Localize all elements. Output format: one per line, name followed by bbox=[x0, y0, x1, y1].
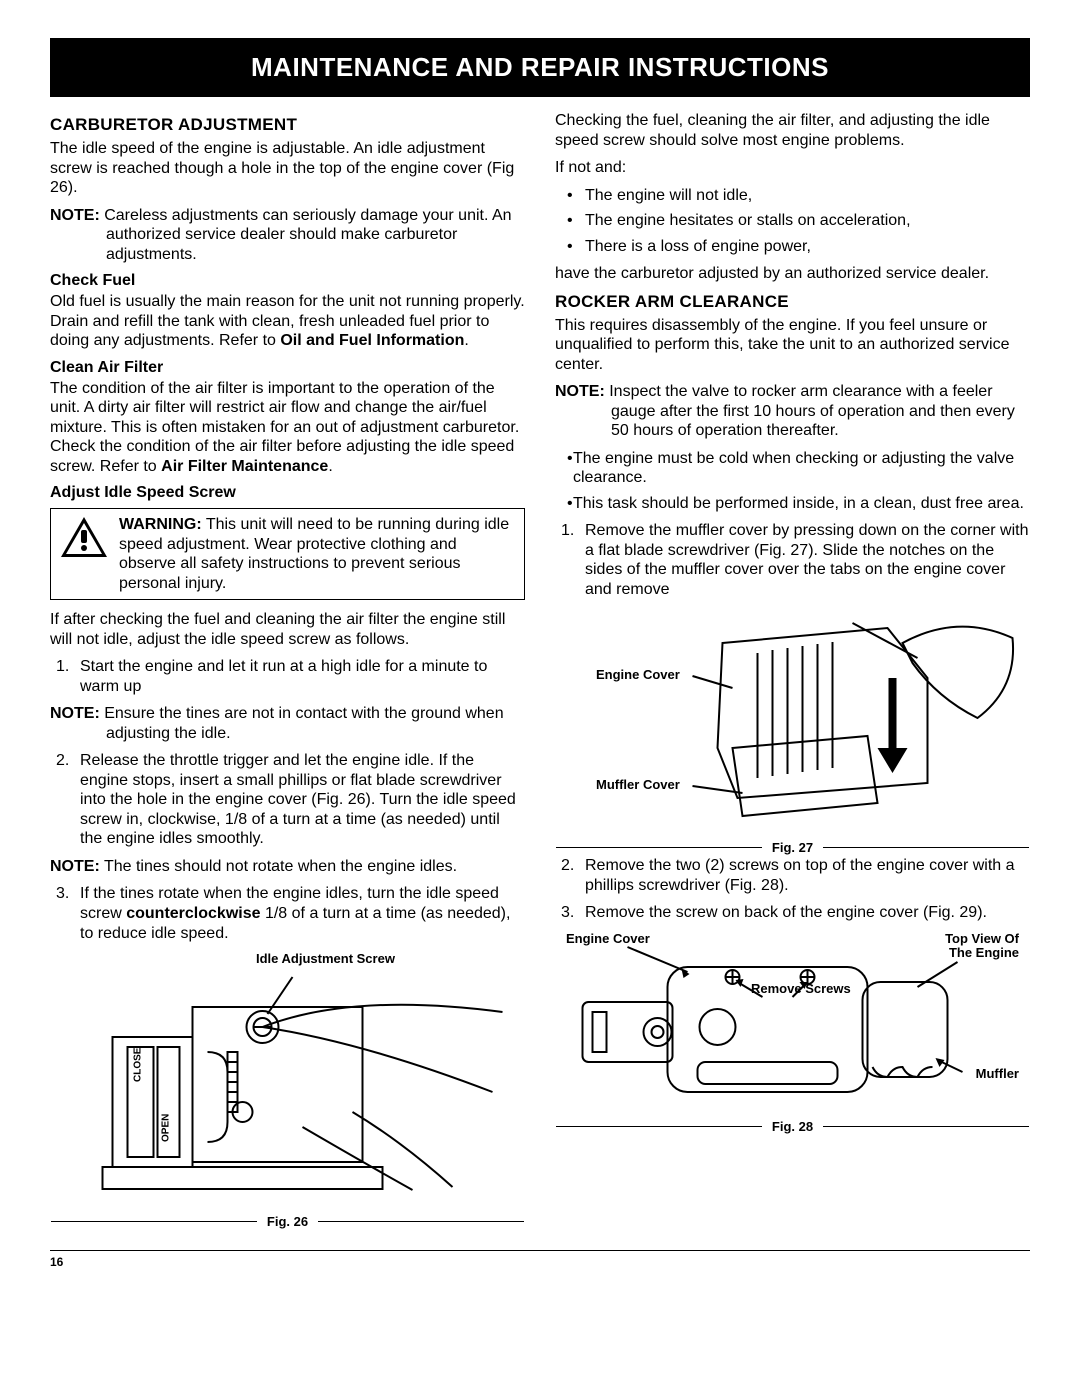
check-fuel-text: Old fuel is usually the main reason for … bbox=[50, 292, 525, 351]
adjust-steps: Start the engine and let it run at a hig… bbox=[50, 657, 525, 696]
right-intro: Checking the fuel, cleaning the air filt… bbox=[555, 111, 1030, 150]
bullet-power-loss: There is a loss of engine power, bbox=[555, 237, 1030, 257]
heading-rocker-arm: ROCKER ARM CLEARANCE bbox=[555, 292, 1030, 312]
rocker-bullet-inside: This task should be performed inside, in… bbox=[555, 494, 1030, 514]
warning-text: WARNING: This unit will need to be runni… bbox=[119, 515, 516, 593]
bullet-hesitates: The engine hesitates or stalls on accele… bbox=[555, 211, 1030, 231]
fig28-label-top-view: Top View Of The Engine bbox=[919, 932, 1019, 961]
fig28-label-remove-screws: Remove Screws bbox=[751, 982, 851, 996]
carb-intro-text: The idle speed of the engine is adjustab… bbox=[50, 139, 525, 198]
figure-26: Idle Adjustment Screw CLOSE OPEN bbox=[50, 951, 525, 1230]
step-3: If the tines rotate when the engine idle… bbox=[50, 884, 525, 943]
rocker-step-3: Remove the screw on back of the engine c… bbox=[555, 903, 1030, 923]
subhead-adjust-idle: Adjust Idle Speed Screw bbox=[50, 484, 525, 502]
warning-box: WARNING: This unit will need to be runni… bbox=[50, 508, 525, 600]
adjust-steps-2: Release the throttle trigger and let the… bbox=[50, 751, 525, 849]
fig26-caption-row: Fig. 26 bbox=[51, 1214, 524, 1229]
adjust-steps-3: If the tines rotate when the engine idle… bbox=[50, 884, 525, 943]
header-banner: MAINTENANCE AND REPAIR INSTRUCTIONS bbox=[50, 38, 1030, 97]
clean-air-text: The condition of the air filter is impor… bbox=[50, 379, 525, 477]
rocker-steps-cont: Remove the two (2) screws on top of the … bbox=[555, 856, 1030, 923]
bullet-not-idle: The engine will not idle, bbox=[555, 186, 1030, 206]
two-column-layout: CARBURETOR ADJUSTMENT The idle speed of … bbox=[50, 111, 1030, 1230]
rocker-intro: This requires disassembly of the engine.… bbox=[555, 316, 1030, 375]
step-1: Start the engine and let it run at a hig… bbox=[50, 657, 525, 696]
rocker-steps: Remove the muffler cover by pressing dow… bbox=[555, 521, 1030, 599]
fig26-illustration: CLOSE OPEN bbox=[51, 952, 524, 1202]
note-tines-rotate: NOTE: The tines should not rotate when t… bbox=[50, 857, 525, 877]
step-2: Release the throttle trigger and let the… bbox=[50, 751, 525, 849]
figure-27: Engine Cover Muffler Cover bbox=[555, 607, 1030, 856]
figure-28: Engine Cover Top View Of The Engine Remo… bbox=[555, 931, 1030, 1135]
fig27-label-engine-cover: Engine Cover bbox=[596, 668, 680, 682]
rocker-step-1: Remove the muffler cover by pressing dow… bbox=[555, 521, 1030, 599]
fig28-label-muffler: Muffler bbox=[976, 1067, 1019, 1081]
fig27-caption-row: Fig. 27 bbox=[556, 840, 1029, 855]
page-number: 16 bbox=[50, 1250, 1030, 1269]
after-check-text: If after checking the fuel and cleaning … bbox=[50, 610, 525, 649]
fig27-caption: Fig. 27 bbox=[762, 840, 823, 855]
fig28-label-engine-cover: Engine Cover bbox=[566, 932, 650, 946]
fig26-caption: Fig. 26 bbox=[257, 1214, 318, 1229]
rocker-step-2: Remove the two (2) screws on top of the … bbox=[555, 856, 1030, 895]
note-tines-ground: NOTE: Ensure the tines are not in contac… bbox=[50, 704, 525, 743]
if-not-and: If not and: bbox=[555, 158, 1030, 178]
fig27-illustration bbox=[556, 608, 1029, 833]
subhead-clean-air: Clean Air Filter bbox=[50, 359, 525, 377]
svg-text:CLOSE: CLOSE bbox=[133, 1047, 144, 1082]
fig28-caption: Fig. 28 bbox=[762, 1119, 823, 1134]
heading-carburetor: CARBURETOR ADJUSTMENT bbox=[50, 115, 525, 135]
fig26-label-idle-screw: Idle Adjustment Screw bbox=[256, 952, 395, 966]
note-careless: NOTE: Careless adjustments can seriously… bbox=[50, 206, 525, 265]
rocker-bullet-cold: The engine must be cold when checking or… bbox=[555, 449, 1030, 488]
symptom-bullets: The engine will not idle, The engine hes… bbox=[555, 186, 1030, 257]
left-column: CARBURETOR ADJUSTMENT The idle speed of … bbox=[50, 111, 525, 1230]
have-adjusted-text: have the carburetor adjusted by an autho… bbox=[555, 264, 1030, 284]
right-column: Checking the fuel, cleaning the air filt… bbox=[555, 111, 1030, 1230]
note-inspect: NOTE: Inspect the valve to rocker arm cl… bbox=[555, 382, 1030, 441]
fig27-label-muffler-cover: Muffler Cover bbox=[596, 778, 680, 792]
fig28-caption-row: Fig. 28 bbox=[556, 1119, 1029, 1134]
rocker-bullets: The engine must be cold when checking or… bbox=[555, 449, 1030, 514]
warning-triangle-icon bbox=[59, 515, 109, 559]
subhead-check-fuel: Check Fuel bbox=[50, 272, 525, 290]
svg-text:OPEN: OPEN bbox=[161, 1114, 172, 1142]
